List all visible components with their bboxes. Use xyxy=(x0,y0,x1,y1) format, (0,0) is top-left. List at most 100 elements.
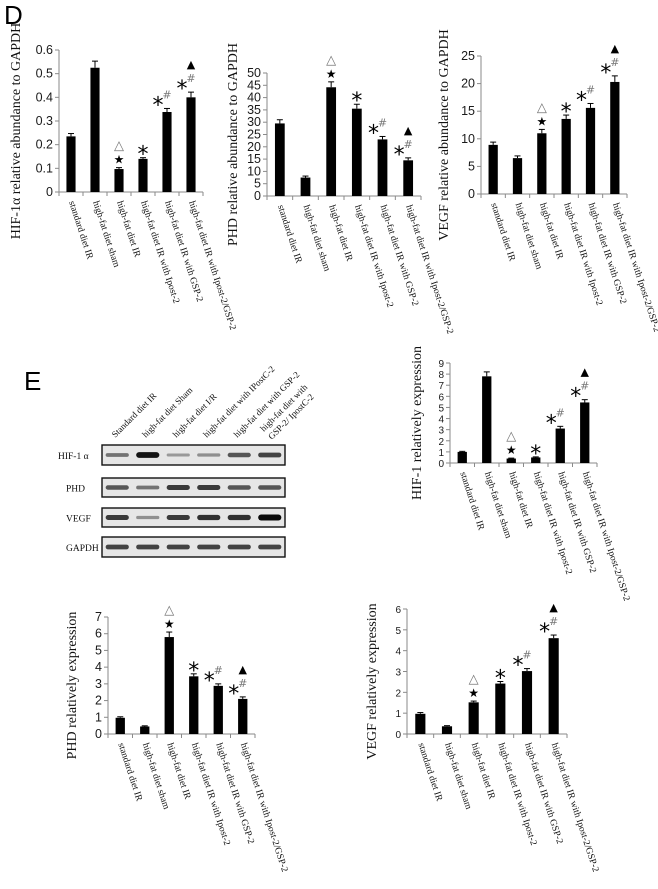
y-axis-label: PHD relatively expression xyxy=(65,612,80,760)
x-tick-label: standard diet IR xyxy=(66,200,94,261)
y-tick-label: 0 xyxy=(254,189,261,203)
asterisk-icon: * xyxy=(138,143,149,168)
star-icon: ★ xyxy=(536,114,547,128)
x-tick-label: standard diet IR xyxy=(275,204,303,265)
y-axis-label: HIF-1 relatively expression xyxy=(410,346,425,500)
filled-triangle-icon: ▲ xyxy=(581,366,590,379)
star-icon: ★ xyxy=(506,443,517,457)
y-tick-label: 2 xyxy=(395,688,401,699)
bar xyxy=(189,676,199,734)
bar xyxy=(164,637,174,734)
y-tick-label: 0.1 xyxy=(36,161,53,175)
y-tick-label: 20 xyxy=(247,140,261,154)
x-tick-label: high-fat diet IR with Ipost-2/GSP-2 xyxy=(238,742,290,874)
y-axis-label: VEGF relatively expression xyxy=(365,603,380,759)
asterisk-icon: * xyxy=(177,77,188,102)
asterisk-icon: * xyxy=(204,669,215,694)
y-tick-label: 10 xyxy=(461,132,475,146)
bar xyxy=(561,118,571,194)
bar xyxy=(521,671,533,734)
chart-d-hif: 0 0.1 0.2 0.3 0.4 0.5 0.6 HIF-1α relative abund… xyxy=(9,23,238,332)
y-tick-label: 0 xyxy=(395,730,401,741)
asterisk-icon: * xyxy=(513,654,524,679)
y-tick-label: 5 xyxy=(254,177,261,191)
open-triangle-icon: △ xyxy=(326,53,336,68)
blot-strip xyxy=(101,444,286,466)
asterisk-icon: * xyxy=(561,100,572,125)
blot-band xyxy=(197,485,221,490)
y-tick-label: 15 xyxy=(247,152,261,166)
bar xyxy=(377,139,388,196)
blot-strip xyxy=(101,536,286,558)
hash-icon: # xyxy=(556,406,565,419)
bar xyxy=(415,713,426,734)
hash-icon: # xyxy=(162,88,171,101)
bar xyxy=(531,457,541,463)
y-tick-label: 3 xyxy=(438,426,444,437)
y-tick-label: 7 xyxy=(438,381,444,392)
blot-band xyxy=(136,544,160,550)
x-tick-label: high-fat diet sham xyxy=(442,742,474,812)
y-tick-label: 0.5 xyxy=(36,67,53,81)
blot-band xyxy=(136,515,160,520)
filled-triangle-icon: ▲ xyxy=(239,663,248,676)
y-tick-label: 1 xyxy=(95,710,102,724)
panel-label-d: D xyxy=(4,0,23,30)
y-tick-label: 0 xyxy=(95,727,102,741)
open-triangle-icon: △ xyxy=(469,672,479,687)
chart-d-vegf: 0 5 10 15 20 25 VEGF relative abundance to GAP… xyxy=(437,29,658,333)
blot-row-label: PHD xyxy=(66,485,85,495)
blot-band xyxy=(136,485,160,490)
bar xyxy=(274,123,285,196)
y-tick-label: 0 xyxy=(438,459,444,470)
bar xyxy=(488,144,498,194)
blot-band xyxy=(166,453,190,457)
y-axis-label: PHD relative abundance to GAPDH xyxy=(226,43,241,246)
y-tick-label: 4 xyxy=(438,415,444,426)
blot-band xyxy=(105,485,129,490)
bar xyxy=(506,458,516,463)
blot-band xyxy=(197,453,221,457)
asterisk-icon: * xyxy=(394,143,405,168)
blot-band xyxy=(258,544,282,550)
x-tick-label: high-fat diet IR xyxy=(537,202,566,262)
x-tick-label: standard diet IR xyxy=(457,471,485,532)
y-tick-label: 5 xyxy=(395,626,401,637)
y-tick-label: 15 xyxy=(461,104,475,118)
open-triangle-icon: △ xyxy=(114,139,124,154)
y-tick-label: 25 xyxy=(461,49,475,63)
y-tick-label: 1 xyxy=(395,709,401,720)
bar xyxy=(162,112,172,192)
bar xyxy=(213,685,223,734)
blot-band xyxy=(166,485,190,490)
bar xyxy=(441,726,453,734)
x-tick-label: standard diet IR xyxy=(115,742,143,803)
bar xyxy=(351,108,362,196)
y-tick-label: 5 xyxy=(438,403,444,414)
y-tick-label: 45 xyxy=(247,78,261,92)
blot-strip xyxy=(101,507,286,528)
asterisk-icon: * xyxy=(228,682,239,707)
bar xyxy=(512,158,523,194)
y-tick-label: 5 xyxy=(468,159,475,173)
bar xyxy=(580,402,590,463)
blot-band xyxy=(105,515,129,520)
y-tick-label: 3 xyxy=(95,677,102,691)
x-tick-label: high-fat diet IR xyxy=(114,200,143,260)
star-icon: ★ xyxy=(114,153,125,167)
hash-icon: # xyxy=(238,677,247,690)
asterisk-icon: * xyxy=(546,411,557,436)
blot-band xyxy=(105,544,129,550)
blot-band xyxy=(227,485,251,490)
y-axis-label: HIF-1α relative abundance to GAPDH xyxy=(9,23,24,240)
bar xyxy=(300,177,311,196)
hash-icon: # xyxy=(580,380,589,393)
open-triangle-icon: △ xyxy=(537,100,547,115)
bar xyxy=(468,702,479,734)
panel-label-e: E xyxy=(24,366,41,396)
x-tick-label: standard diet IR xyxy=(415,742,443,803)
y-tick-label: 9 xyxy=(438,359,444,370)
y-tick-label: 4 xyxy=(395,647,401,658)
asterisk-icon: * xyxy=(530,442,541,467)
